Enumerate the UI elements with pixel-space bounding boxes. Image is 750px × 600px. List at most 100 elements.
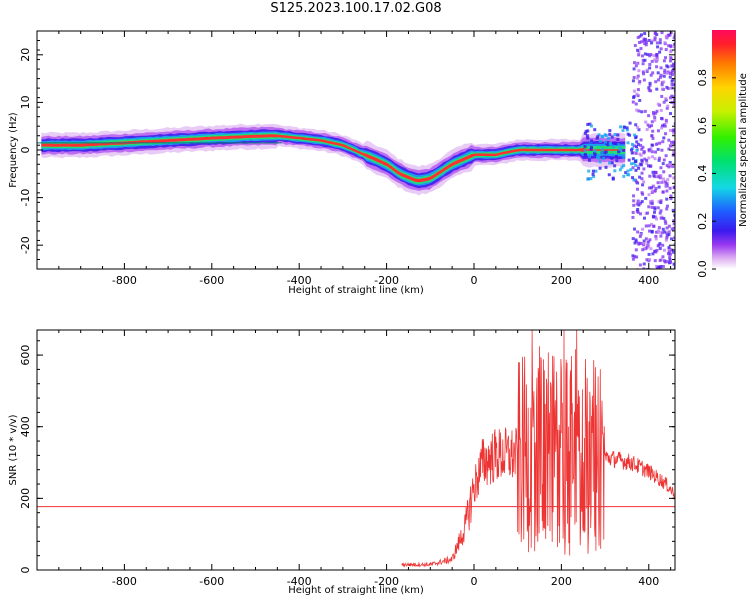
spectrogram-noise-cell: [634, 178, 638, 182]
spectrogram-noise-cell: [659, 174, 663, 178]
spectrogram-noise-cell: [635, 148, 639, 152]
spectrogram-noise-cell: [634, 151, 638, 155]
spectrogram-noise-cell: [664, 184, 668, 188]
spectrogram-noise-cell: [635, 61, 639, 65]
spectrogram-noise-cell: [618, 168, 622, 172]
spectrogram-noise-cell: [655, 55, 659, 59]
spectrogram-noise-cell: [658, 141, 662, 145]
spectrogram-noise-cell: [657, 158, 661, 162]
spectrogram-noise-cell: [672, 95, 675, 99]
spectrogram-noise-cell: [610, 156, 614, 160]
spectrogram-noise-cell: [651, 129, 655, 133]
spectrogram-noise-cell: [656, 181, 660, 185]
spectrogram-noise-cell: [669, 140, 673, 144]
spectrogram-noise-cell: [646, 240, 650, 244]
spectrogram-noise-cell: [583, 153, 587, 157]
spectrogram-noise-cell: [640, 171, 644, 175]
spectrogram-noise-cell: [638, 212, 642, 216]
spectrogram-noise-cell: [648, 238, 652, 242]
spectrogram-noise-cell: [651, 214, 655, 218]
spectrogram-noise-cell: [633, 44, 637, 48]
spectrogram-noise-cell: [673, 45, 675, 49]
spectrogram-x-tick-label: 400: [638, 274, 659, 287]
chart-title: S125.2023.100.17.02.G08: [270, 1, 442, 16]
spectrogram-x-tick-label: -400: [287, 274, 312, 287]
snr-y-tick-label: 0: [19, 567, 32, 574]
spectrogram-noise-cell: [653, 207, 657, 211]
spectrogram-noise-cell: [634, 238, 638, 242]
spectrogram-noise-cell: [661, 227, 665, 231]
spectrogram-noise-cell: [652, 224, 656, 228]
spectrogram-noise-cell: [664, 118, 668, 122]
spectrogram-noise-cell: [647, 148, 651, 152]
spectrogram-noise-cell: [636, 74, 640, 78]
spectrogram-noise-cell: [657, 200, 661, 204]
spectrogram-noise-cell: [632, 89, 636, 93]
spectrogram-noise-cell: [663, 41, 667, 45]
spectrogram-noise-cell: [638, 98, 642, 102]
spectrogram-noise-cell: [632, 203, 636, 207]
spectrogram-noise-cell: [651, 252, 655, 256]
spectrogram-noise-cell: [665, 207, 669, 211]
spectrogram-noise-cell: [634, 64, 638, 68]
spectrogram-noise-cell: [648, 174, 652, 178]
spectrogram-noise-cell: [596, 135, 600, 139]
spectrogram-noise-cell: [650, 134, 654, 138]
spectrogram-noise-cell: [642, 242, 646, 246]
spectrogram-noise-cell: [627, 158, 631, 162]
spectrogram-noise-cell: [664, 48, 668, 52]
spectrogram-noise-cell: [589, 147, 593, 151]
spectrogram-noise-cell: [667, 245, 671, 249]
spectrogram-noise-cell: [649, 73, 653, 77]
spectrogram-noise-cell: [647, 186, 651, 190]
spectrogram-noise-cell: [668, 174, 672, 178]
spectrogram-noise-cell: [654, 234, 658, 238]
spectrogram-noise-cell: [629, 148, 633, 152]
spectrogram-noise-cell: [594, 169, 598, 173]
spectrogram-noise-cell: [658, 75, 662, 79]
spectrogram-noise-cell: [640, 160, 644, 164]
spectrogram-noise-cell: [666, 87, 670, 91]
spectrogram-noise-cell: [653, 58, 657, 62]
spectrogram-noise-cell: [637, 81, 641, 85]
spectrogram-noise-cell: [647, 156, 651, 160]
spectrogram-noise-cell: [631, 157, 635, 161]
spectrogram-noise-cell: [647, 114, 651, 118]
spectrogram-noise-cell: [636, 48, 640, 52]
spectrogram-x-tick-label: 200: [551, 274, 572, 287]
spectrogram-noise-cell: [665, 204, 669, 208]
spectrogram-noise-cell: [585, 134, 589, 138]
spectrogram-y-label: Frequency (Hz): [8, 112, 19, 188]
spectrogram-noise-cell: [647, 88, 651, 92]
spectrogram-noise-cell: [587, 158, 591, 162]
spectrogram-noise-cell: [647, 193, 651, 197]
spectrogram-noise-cell: [671, 69, 675, 73]
spectrogram-noise-cell: [662, 170, 666, 174]
spectrogram-noise-cell: [658, 41, 662, 45]
spectrogram-noise-cell: [668, 128, 672, 132]
spectrogram-noise-cell: [616, 137, 620, 141]
spectrogram-noise-cell: [666, 104, 670, 108]
spectrogram-noise-cell: [637, 203, 641, 207]
spectrogram-noise-cell: [653, 250, 657, 254]
spectrogram-noise-cell: [652, 112, 656, 116]
spectrogram-noise-cell: [638, 175, 642, 179]
spectrogram-noise-cell: [651, 170, 655, 174]
spectrogram-noise-cell: [649, 52, 653, 56]
spectrogram-noise-cell: [638, 152, 642, 156]
spectrogram-noise-cell: [639, 232, 643, 236]
spectrogram-noise-cell: [653, 38, 657, 42]
spectrogram-noise-cell: [656, 58, 660, 62]
spectrogram-noise-cell: [659, 234, 663, 238]
spectrogram-noise-cell: [656, 267, 660, 269]
spectrogram-noise-cell: [638, 34, 642, 38]
spectrogram-noise-cell: [673, 64, 675, 68]
spectrogram-noise-cell: [630, 151, 634, 155]
spectrogram-noise-cell: [656, 175, 660, 179]
spectrogram-noise-cell: [607, 136, 611, 140]
spectrogram-noise-cell: [644, 120, 648, 124]
spectrogram-noise-cell: [669, 56, 673, 60]
spectrogram-noise-cell: [673, 175, 675, 179]
spectrogram-band-level-5: [41, 134, 626, 183]
